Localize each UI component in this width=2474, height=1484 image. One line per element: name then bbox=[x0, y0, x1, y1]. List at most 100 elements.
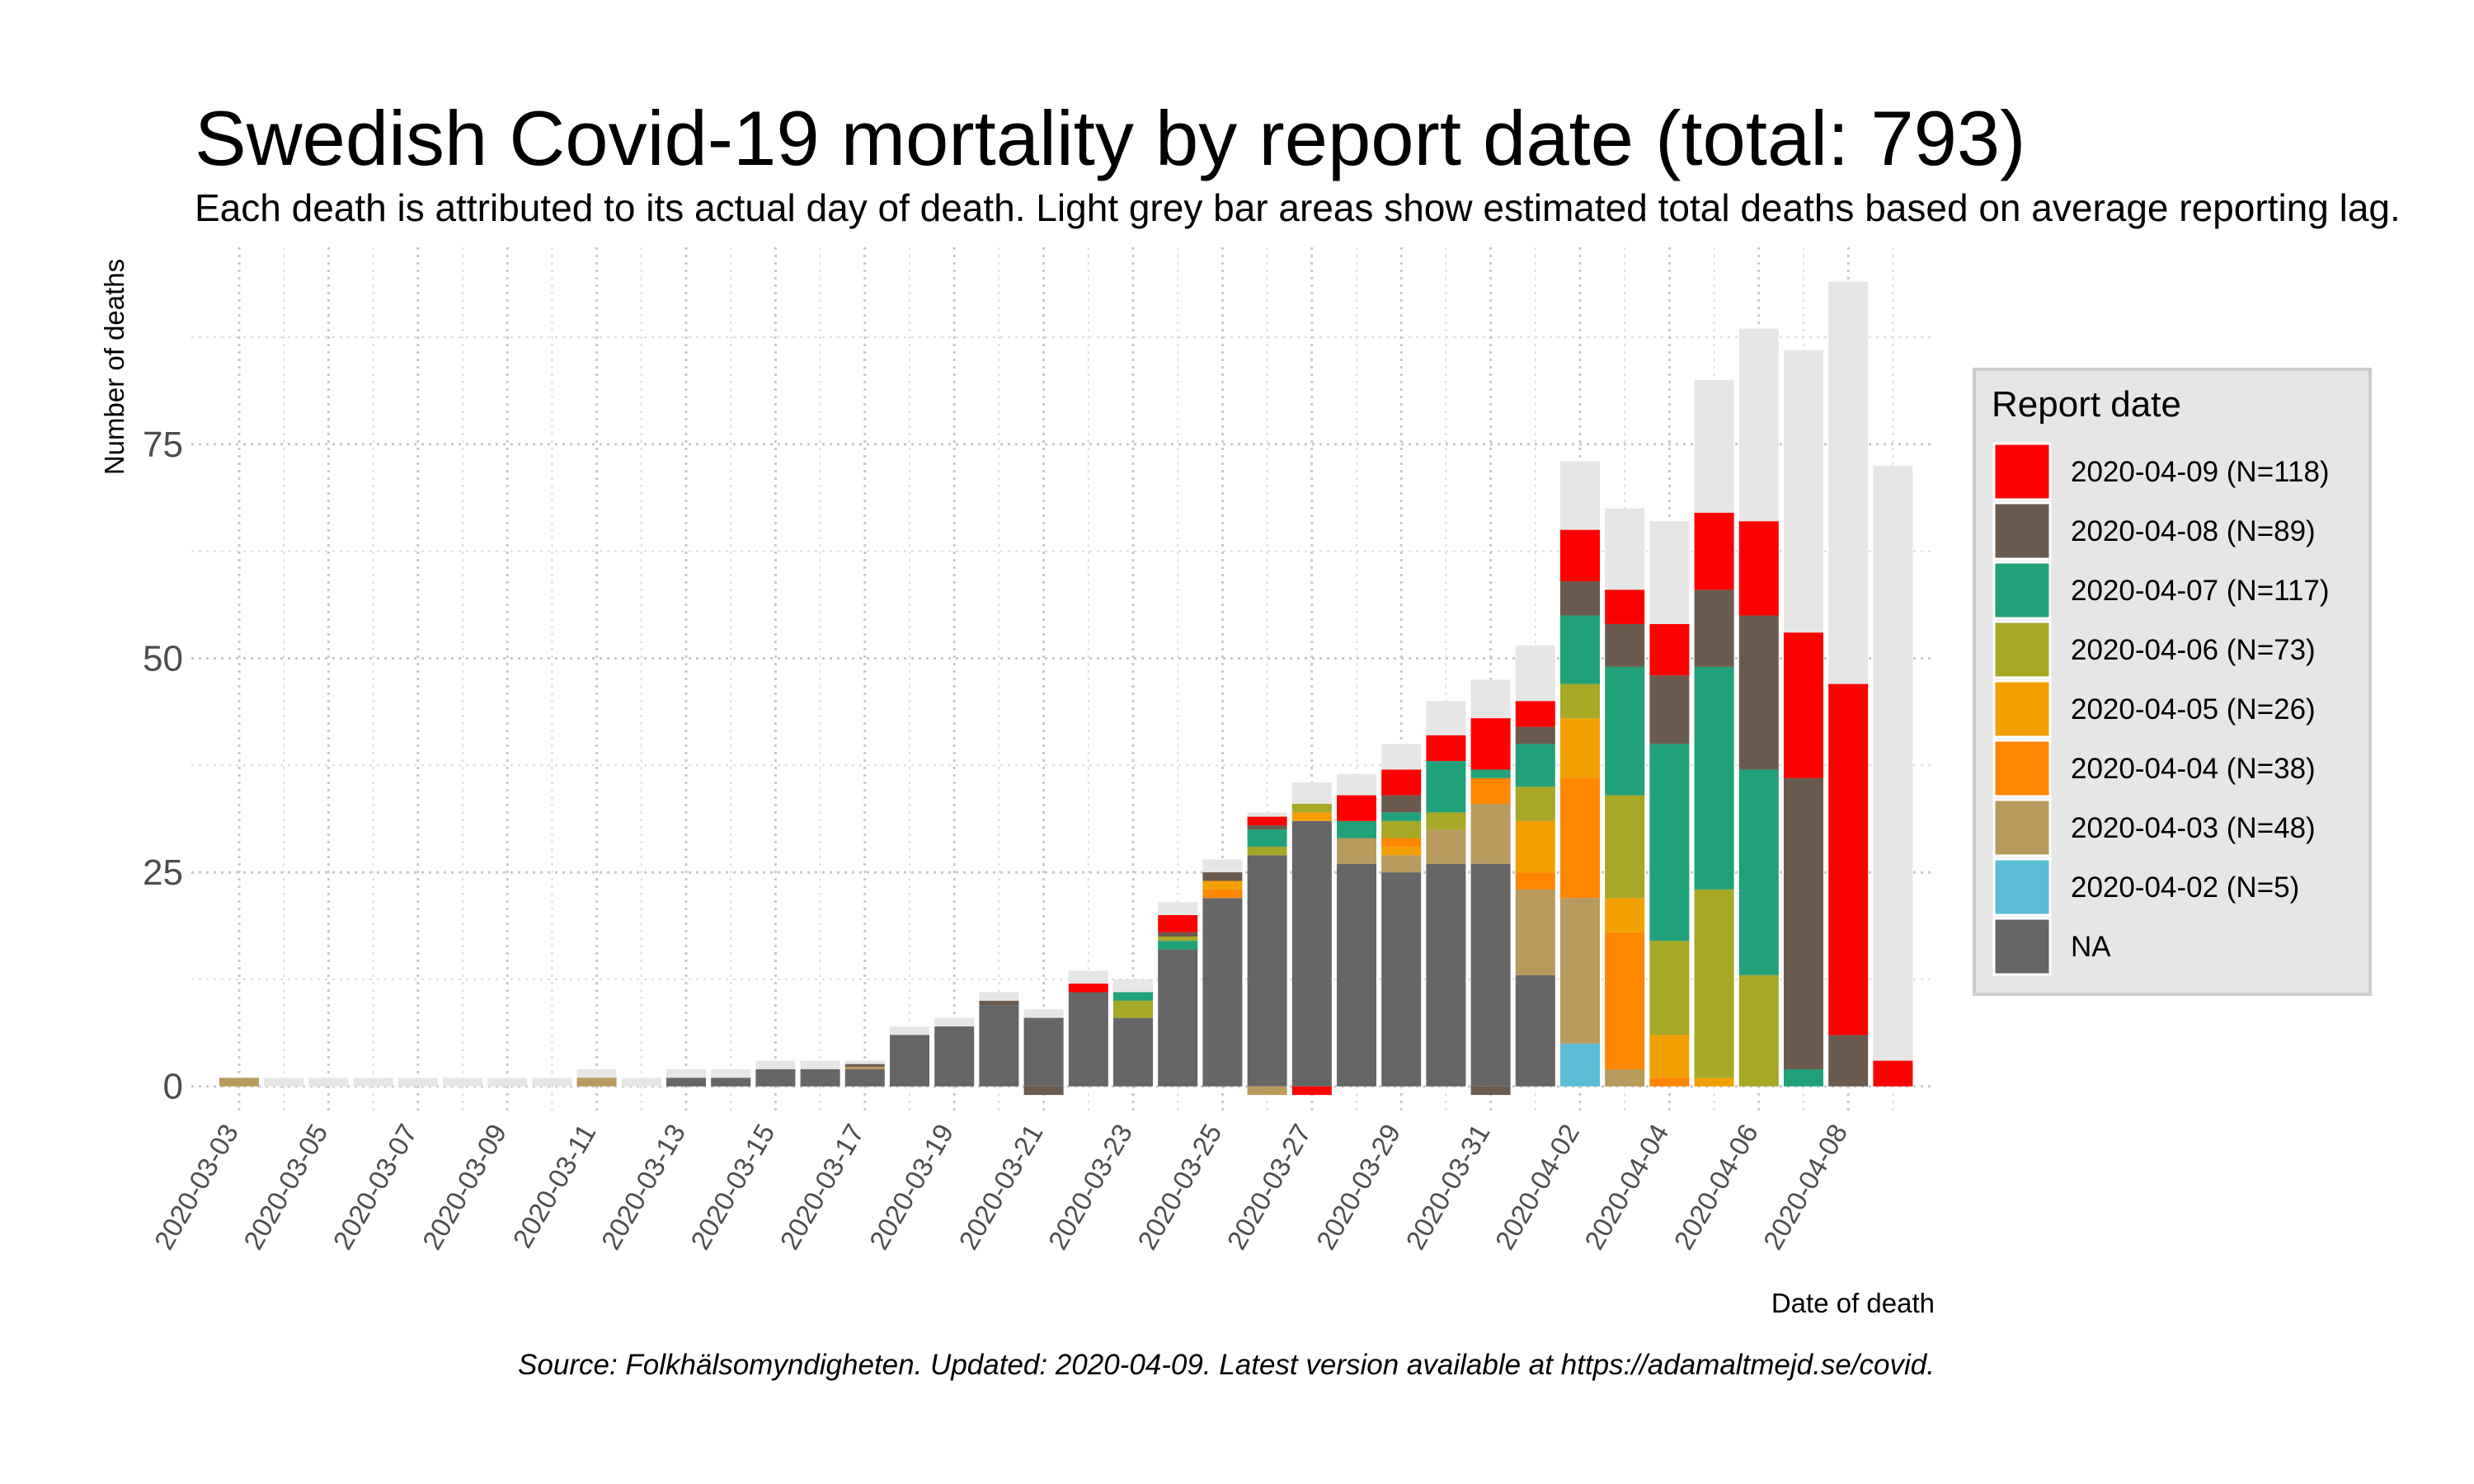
bar-segment bbox=[1381, 820, 1422, 838]
bar-segment bbox=[1649, 623, 1690, 676]
bar-segment bbox=[1784, 632, 1823, 778]
bar-segment bbox=[1828, 683, 1869, 1036]
bar-segment bbox=[1158, 949, 1198, 1087]
bar-segment bbox=[1426, 812, 1466, 830]
bar-segment bbox=[1291, 812, 1332, 821]
bar-segment bbox=[1247, 846, 1287, 856]
legend: Report date 2020-04-09 (N=118) 2020-04-08… bbox=[1973, 368, 2372, 996]
x-tick-label: 2020-03-17 bbox=[774, 1119, 869, 1255]
bar-segment bbox=[1337, 820, 1376, 838]
x-tick-label: 2020-03-31 bbox=[1399, 1119, 1495, 1255]
bar-segment bbox=[1381, 769, 1422, 796]
bar-segment bbox=[1560, 777, 1600, 899]
x-tick-label: 2020-03-09 bbox=[416, 1119, 512, 1255]
x-tick-label: 2020-03-25 bbox=[1131, 1119, 1227, 1255]
bar-segment bbox=[890, 1035, 929, 1087]
bar-segment bbox=[1694, 1078, 1734, 1087]
chart-caption: Source: Folkhälsomyndigheten. Updated: 2… bbox=[518, 1349, 1935, 1381]
legend-label: 2020-04-06 (N=73) bbox=[2071, 634, 2316, 666]
bar-segment bbox=[1560, 683, 1600, 719]
bar-segment bbox=[1738, 769, 1779, 975]
x-tick-label: 2020-04-02 bbox=[1489, 1119, 1585, 1255]
x-tick-label: 2020-03-05 bbox=[238, 1119, 333, 1255]
bar-segment bbox=[1337, 795, 1376, 821]
y-tick-label: 50 bbox=[143, 638, 183, 679]
bar-segment bbox=[1738, 974, 1779, 1087]
legend-swatch bbox=[1992, 857, 2052, 917]
bar-segment bbox=[1291, 1086, 1332, 1096]
x-axis: 2020-03-032020-03-052020-03-072020-03-09… bbox=[148, 1119, 1854, 1255]
bar-segment bbox=[1113, 1000, 1153, 1018]
bar-segment bbox=[844, 1068, 885, 1087]
bar-segment bbox=[1158, 915, 1198, 932]
legend-label: 2020-04-04 (N=38) bbox=[2071, 753, 2316, 785]
bar-segment bbox=[1158, 941, 1198, 950]
legend-title: Report date bbox=[1992, 384, 2181, 425]
bar-segment bbox=[1694, 889, 1734, 1078]
bar-segment bbox=[1605, 795, 1645, 899]
bar-segment bbox=[1247, 1086, 1287, 1096]
bar-segment bbox=[1694, 512, 1734, 590]
y-axis: 0 25 50 75 bbox=[143, 425, 183, 1107]
x-tick-label: 2020-03-27 bbox=[1221, 1119, 1316, 1255]
bar-segment bbox=[1470, 769, 1511, 778]
bar-segment bbox=[1515, 701, 1555, 727]
legend-swatch bbox=[1992, 798, 2052, 857]
bar-estimate bbox=[353, 1078, 393, 1087]
bar-segment bbox=[1560, 581, 1600, 616]
x-tick-label: 2020-03-13 bbox=[595, 1119, 691, 1255]
legend-label: 2020-04-03 (N=48) bbox=[2071, 812, 2316, 844]
bar-segment bbox=[1023, 1017, 1064, 1087]
legend-label: 2020-04-02 (N=5) bbox=[2071, 871, 2299, 904]
bar-segment bbox=[1515, 744, 1555, 787]
bar-segment bbox=[979, 1000, 1019, 1006]
bar-segment bbox=[1470, 1086, 1511, 1096]
bar-estimate bbox=[1873, 465, 1913, 1087]
bar-segment bbox=[1202, 889, 1243, 899]
bar-segment bbox=[1202, 898, 1243, 1087]
legend-label: 2020-04-09 (N=118) bbox=[2071, 456, 2330, 488]
legend-label: 2020-04-07 (N=117) bbox=[2071, 575, 2330, 607]
bar-segment bbox=[1738, 521, 1779, 616]
bar-segment bbox=[1515, 820, 1555, 873]
bar-segment bbox=[1113, 1017, 1153, 1087]
bar-segment bbox=[711, 1078, 751, 1087]
bar-segment bbox=[1337, 863, 1376, 1087]
bar-segment bbox=[1291, 804, 1332, 813]
bar-segment bbox=[1381, 838, 1422, 847]
legend-swatch bbox=[1992, 442, 2052, 501]
bar-segment bbox=[1649, 675, 1690, 744]
bar-segment bbox=[1470, 718, 1511, 770]
bar-segment bbox=[1784, 777, 1823, 1069]
y-tick-label: 25 bbox=[143, 852, 183, 893]
bar-estimate bbox=[621, 1078, 661, 1087]
bar-segment bbox=[1381, 846, 1422, 856]
bar-segment bbox=[219, 1078, 259, 1087]
bar-segment bbox=[1605, 898, 1645, 932]
bar-segment bbox=[844, 1066, 885, 1069]
legend-label: 2020-04-08 (N=89) bbox=[2071, 515, 2316, 547]
bar-segment bbox=[1560, 529, 1600, 582]
bar-segment bbox=[1023, 1086, 1064, 1096]
bar-segment bbox=[1381, 812, 1422, 821]
bar-segment bbox=[1470, 804, 1511, 864]
x-tick-label: 2020-03-29 bbox=[1310, 1119, 1406, 1255]
bar-segment bbox=[1515, 787, 1555, 821]
x-tick-label: 2020-03-11 bbox=[506, 1119, 601, 1253]
bar-segment bbox=[1381, 855, 1422, 873]
bar-segment bbox=[1560, 718, 1600, 778]
bar-segment bbox=[1649, 941, 1690, 1036]
bar-segment bbox=[1381, 872, 1422, 1087]
bar-segment bbox=[1605, 932, 1645, 1069]
chart-subtitle: Each death is attributed to its actual d… bbox=[195, 186, 2401, 229]
bar-segment bbox=[934, 1026, 975, 1087]
legend-label: NA bbox=[2071, 931, 2111, 963]
bar-segment bbox=[1068, 984, 1108, 993]
legend-swatch bbox=[1992, 561, 2052, 620]
legend-label: 2020-04-05 (N=26) bbox=[2071, 693, 2316, 726]
y-axis-title: Number of deaths bbox=[99, 259, 129, 475]
bar-segment bbox=[1605, 623, 1645, 667]
bar-segment bbox=[1605, 1068, 1645, 1087]
bar-estimate bbox=[397, 1078, 438, 1087]
bar-segment bbox=[755, 1068, 796, 1087]
